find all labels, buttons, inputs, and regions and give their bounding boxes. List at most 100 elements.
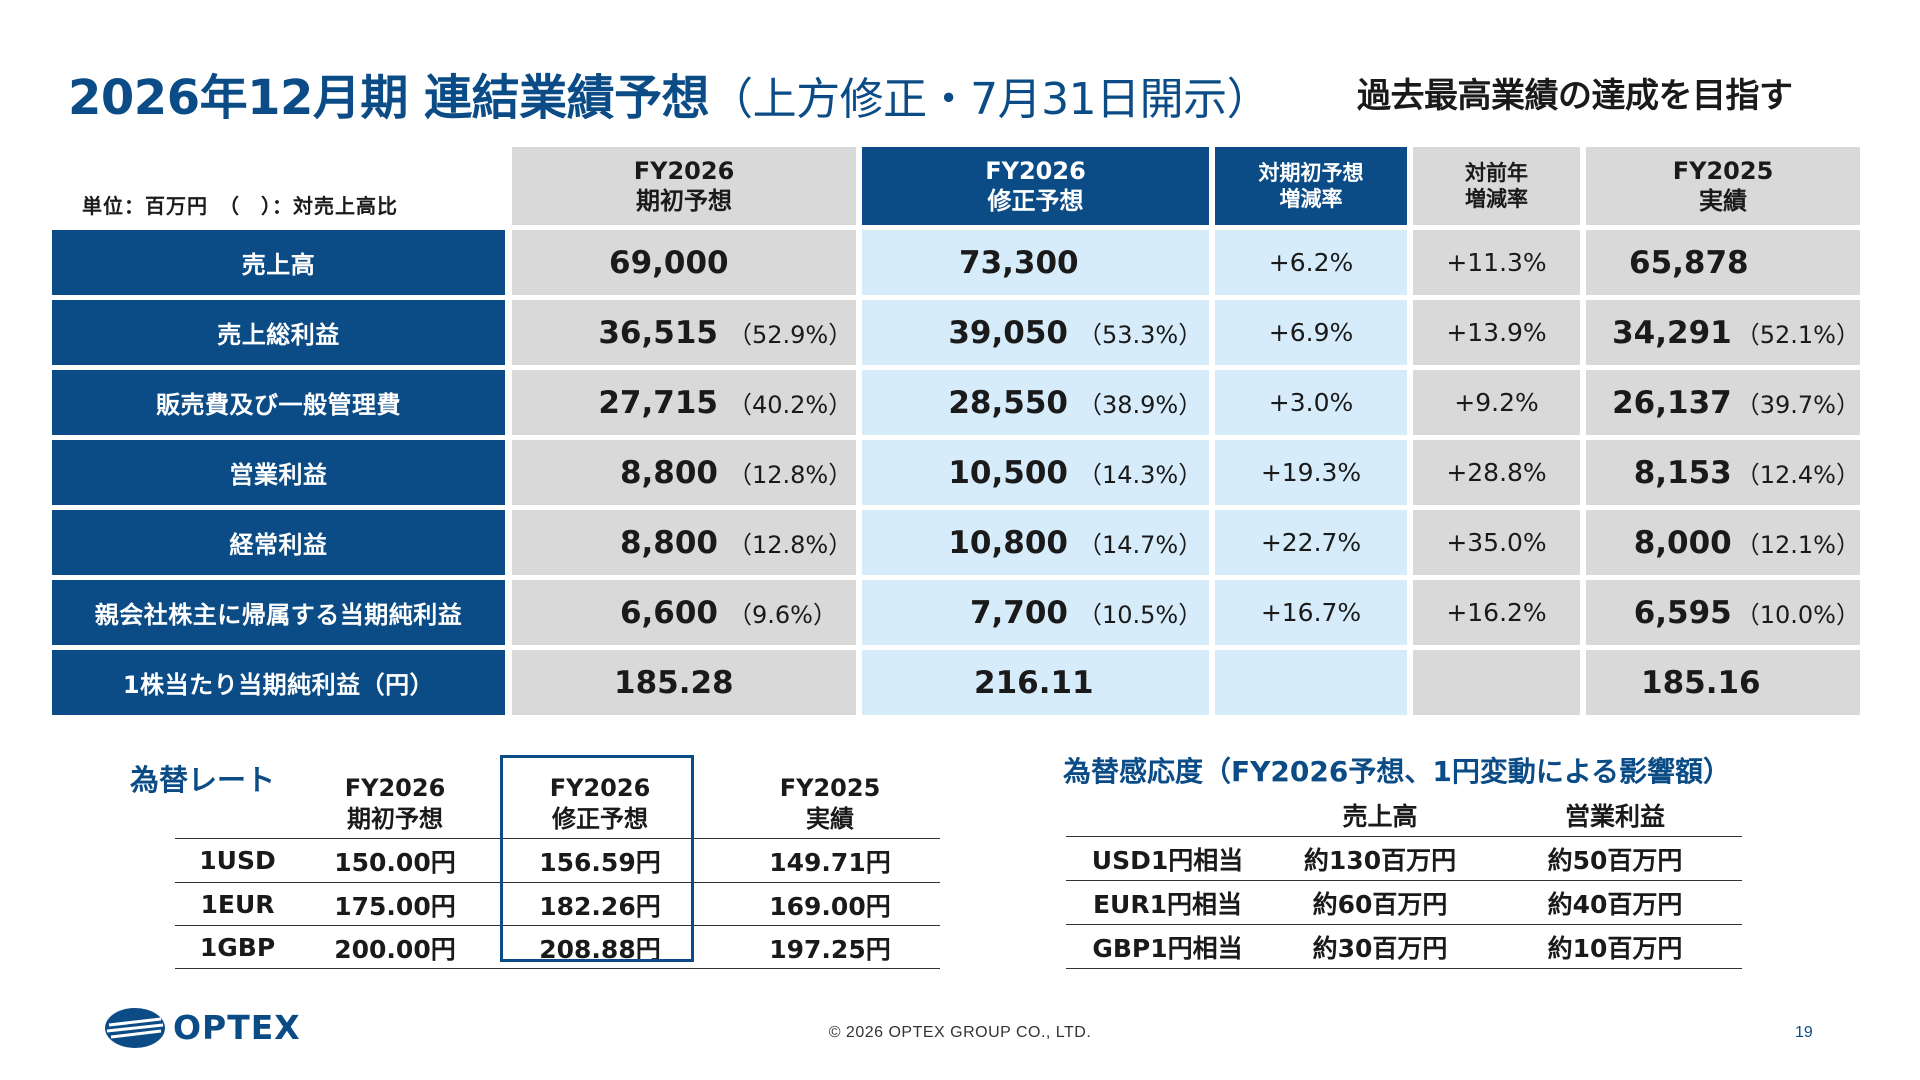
sensitivity-header-op: 営業利益 <box>1564 802 1665 831</box>
cell-init: 185.28 <box>512 650 856 715</box>
header-vs-init-line1: 対期初予想 <box>1258 160 1364 185</box>
percent: （9.6%） <box>728 601 837 629</box>
header-vs-init: 対期初予想 増減率 <box>1215 147 1407 225</box>
fx-currency: 1USD <box>199 846 276 875</box>
sensitivity-label: USD1円相当 <box>1091 845 1244 875</box>
fx-header-init: FY2026 期初予想 <box>310 770 480 838</box>
fx-title: 為替レート <box>130 763 276 797</box>
fx-actual: 197.25円 <box>769 934 891 964</box>
sensitivity-header-sales: 売上高 <box>1342 802 1418 831</box>
value: 7,700 <box>969 594 1068 631</box>
page-title: 2026年12月期 連結業績予想（上方修正・7月31日開示） <box>68 58 1271 128</box>
fx-header-actual-line2: 実績 <box>806 805 854 833</box>
percent: （12.8%） <box>728 461 853 489</box>
value: 8,800 <box>619 524 718 561</box>
optex-logo: OPTEX <box>103 1005 333 1055</box>
fx-revised: 156.59円 <box>539 847 661 877</box>
header-actual: FY2025 実績 <box>1586 147 1860 225</box>
fx-header-revised-line1: FY2026 <box>549 773 651 802</box>
value: 6,600 <box>619 594 718 631</box>
cell-init: 8,800 （12.8%） <box>512 510 856 575</box>
sensitivity-divider <box>1066 924 1742 925</box>
cell-vs-prev <box>1413 650 1580 715</box>
value: 39,050 <box>948 314 1068 351</box>
row-label: 1株当たり当期純利益（円） <box>52 650 505 715</box>
fx-divider <box>175 925 940 926</box>
fx-revised: 208.88円 <box>539 934 661 964</box>
cell-revised: 39,050 （53.3%） <box>862 300 1209 365</box>
sensitivity-op: 約50百万円 <box>1547 845 1683 875</box>
fx-init: 200.00円 <box>334 934 456 964</box>
cell-actual: 26,137 （39.7%） <box>1586 370 1860 435</box>
header-revised: FY2026 修正予想 <box>862 147 1209 225</box>
percent: （14.7%） <box>1078 531 1203 559</box>
sensitivity-divider <box>1066 836 1742 837</box>
cell-revised: 10,500 （14.3%） <box>862 440 1209 505</box>
value: 73,300 <box>959 244 1079 281</box>
row-label: 経常利益 <box>52 510 505 575</box>
value: 36,515 <box>598 314 718 351</box>
percent: （12.8%） <box>728 531 853 559</box>
value: 185.28 <box>614 664 734 701</box>
sensitivity-sales: 約60百万円 <box>1312 889 1448 919</box>
percent: （53.3%） <box>1078 321 1203 349</box>
title-main: 2026年12月期 連結業績予想 <box>68 70 710 126</box>
percent: （10.0%） <box>1735 601 1860 629</box>
fx-highlight-box <box>500 755 694 962</box>
header-vs-init-line2: 増減率 <box>1279 187 1343 211</box>
header-init-line1: FY2026 <box>633 157 735 185</box>
percent: （12.4%） <box>1735 461 1860 489</box>
fx-header-revised: FY2026 修正予想 <box>510 770 690 838</box>
value: 8,153 <box>1633 454 1732 491</box>
cell-init: 6,600 （9.6%） <box>512 580 856 645</box>
value: 10,800 <box>948 524 1068 561</box>
cell-revised: 73,300 <box>862 230 1209 295</box>
logo-text: OPTEX <box>173 1008 301 1047</box>
sensitivity-sales: 約30百万円 <box>1312 933 1448 963</box>
value: 8,000 <box>1633 524 1732 561</box>
cell-vs-init: +19.3% <box>1215 440 1407 505</box>
cell-init: 8,800 （12.8%） <box>512 440 856 505</box>
header-vs-prev-line1: 対前年 <box>1465 160 1528 185</box>
cell-vs-prev: +16.2% <box>1413 580 1580 645</box>
cell-actual: 34,291 （52.1%） <box>1586 300 1860 365</box>
header-revised-line1: FY2026 <box>985 157 1086 185</box>
sensitivity-label: GBP1円相当 <box>1092 933 1243 963</box>
cell-actual: 185.16 <box>1586 650 1860 715</box>
row-label: 販売費及び一般管理費 <box>52 370 505 435</box>
percent: （12.1%） <box>1735 531 1860 559</box>
fx-row-gbp: 1GBP 200.00円 208.88円 197.25円 <box>175 926 940 969</box>
value: 10,500 <box>948 454 1068 491</box>
percent: （38.9%） <box>1078 391 1203 419</box>
value: 8,800 <box>619 454 718 491</box>
cell-vs-prev: +35.0% <box>1413 510 1580 575</box>
copyright: © 2026 OPTEX GROUP CO., LTD. <box>828 1024 1092 1041</box>
cell-actual: 8,153 （12.4%） <box>1586 440 1860 505</box>
value: 6,595 <box>1633 594 1732 631</box>
cell-vs-prev: +9.2% <box>1413 370 1580 435</box>
fx-init: 175.00円 <box>334 891 456 921</box>
cell-init: 27,715 （40.2%） <box>512 370 856 435</box>
optex-logo-mark: OPTEX <box>105 1008 301 1048</box>
cell-actual: 8,000 （12.1%） <box>1586 510 1860 575</box>
fx-currency: 1EUR <box>200 890 275 919</box>
cell-vs-init: +3.0% <box>1215 370 1407 435</box>
cell-init: 36,515 （52.9%） <box>512 300 856 365</box>
value: 216.11 <box>974 664 1094 701</box>
header-revised-line2: 修正予想 <box>987 187 1084 215</box>
row-label: 営業利益 <box>52 440 505 505</box>
cell-actual: 6,595 （10.0%） <box>1586 580 1860 645</box>
value: 65,878 <box>1629 244 1749 281</box>
cell-actual: 65,878 <box>1586 230 1860 295</box>
percent: （14.3%） <box>1078 461 1203 489</box>
header-vs-prev: 対前年 増減率 <box>1413 147 1580 225</box>
sensitivity-op: 約10百万円 <box>1547 933 1683 963</box>
row-label: 売上総利益 <box>52 300 505 365</box>
value: 185.16 <box>1641 664 1761 701</box>
fx-divider <box>175 968 940 969</box>
sensitivity-sales: 約130百万円 <box>1303 845 1457 875</box>
fx-currency: 1GBP <box>199 933 276 962</box>
percent: （52.1%） <box>1735 321 1860 349</box>
header-actual-line2: 実績 <box>1699 187 1747 215</box>
percent: （52.9%） <box>728 321 853 349</box>
